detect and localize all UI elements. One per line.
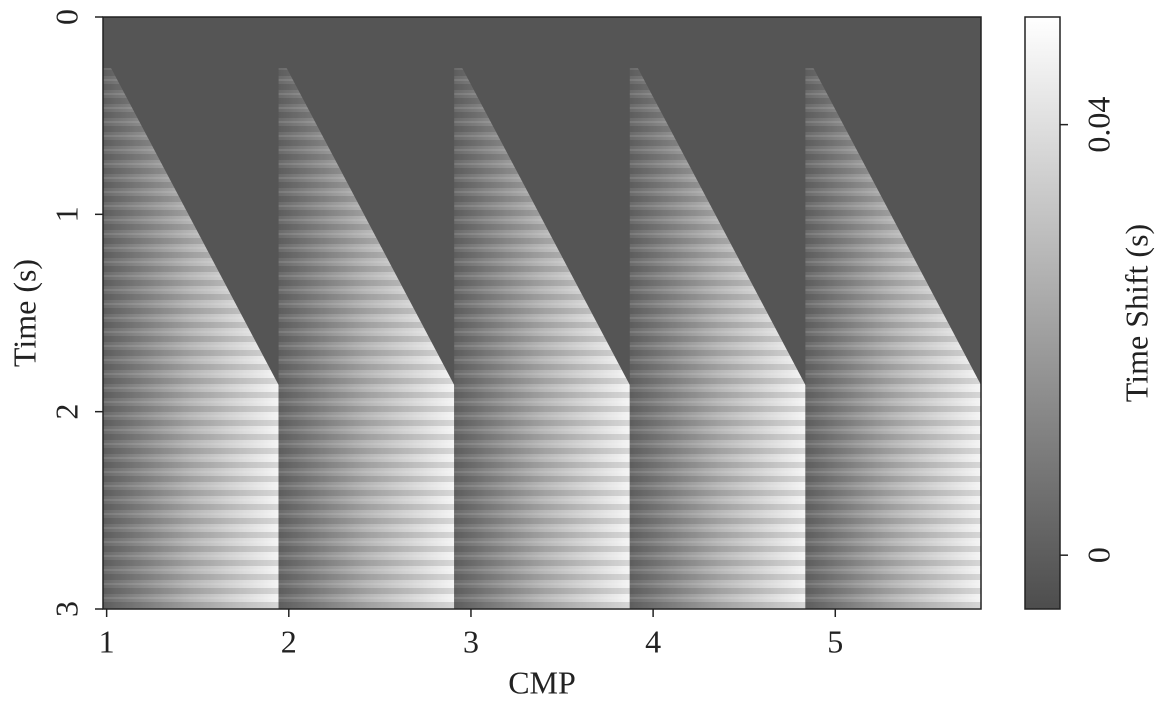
y-tick-label: 0 bbox=[48, 9, 84, 25]
plot-frame bbox=[102, 16, 982, 610]
image-wedge-texture bbox=[805, 68, 981, 609]
x-tick-label: 3 bbox=[463, 623, 479, 659]
x-tick-label: 1 bbox=[99, 623, 115, 659]
y-tick-label: 1 bbox=[48, 206, 84, 222]
image-wedge-texture bbox=[278, 68, 455, 609]
colorbar-tick-label: 0 bbox=[1080, 547, 1116, 563]
y-axis-label: Time (s) bbox=[6, 259, 42, 367]
colorbar-tick-label: 0.04 bbox=[1080, 97, 1116, 153]
y-tick-label: 2 bbox=[48, 404, 84, 420]
x-tick-label: 4 bbox=[645, 623, 661, 659]
y-tick-label: 3 bbox=[48, 601, 84, 617]
x-tick-label: 5 bbox=[827, 623, 843, 659]
colorbar-label: Time Shift (s) bbox=[1118, 224, 1154, 402]
plot-area bbox=[102, 16, 982, 610]
image-wedge-texture bbox=[103, 68, 279, 609]
colorbar bbox=[1024, 16, 1061, 610]
x-tick-label: 2 bbox=[281, 623, 297, 659]
image-wedge-texture bbox=[454, 68, 630, 609]
image-wedge-texture bbox=[629, 68, 806, 609]
x-axis-label: CMP bbox=[508, 664, 576, 700]
